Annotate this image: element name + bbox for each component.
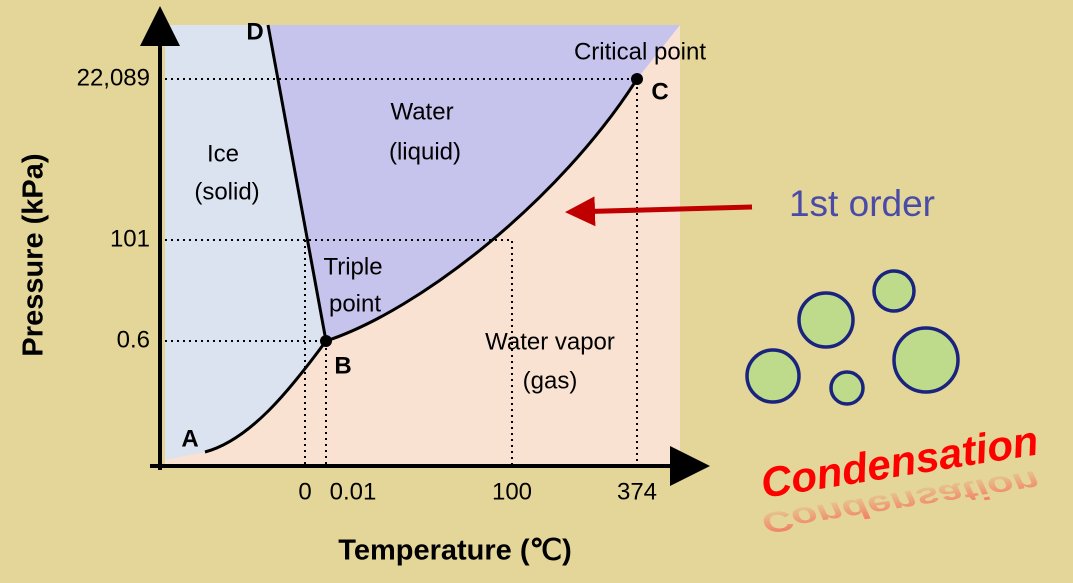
region-label: Water vapor [485,328,615,355]
arrow [565,196,753,227]
region-label: Ice [207,140,239,167]
droplets [745,269,960,406]
x-tick-label: 0.01 [330,478,377,505]
annotation: point [329,290,381,317]
region-label: (liquid) [389,138,461,165]
annotation: Critical point [574,38,706,65]
annotation: Triple [323,253,382,280]
point-label: A [181,425,198,452]
guide-lines [165,78,638,465]
x-tick-label: 374 [617,478,657,505]
liquid-region [268,25,680,341]
y-tick-label: 0.6 [117,326,150,353]
x-axis-title: Temperature (℃) [338,535,571,567]
y-axis-title: Pressure (kPa) [18,153,50,356]
critical-point [631,73,643,85]
phase-boundaries [204,24,639,454]
x-tick-label: 0 [298,478,311,505]
point-label: B [334,352,351,379]
y-tick-label: 22,089 [77,64,150,91]
annotation: 1st order [789,183,935,224]
region-label: (gas) [523,367,578,394]
region-label: Water [390,98,453,125]
point-label: C [651,78,668,105]
ice-region [165,25,326,460]
x-tick-label: 100 [492,478,532,505]
region-label: (solid) [194,178,259,205]
point-label: D [246,18,263,45]
triple-point [320,335,332,347]
y-tick-label: 101 [110,225,150,252]
